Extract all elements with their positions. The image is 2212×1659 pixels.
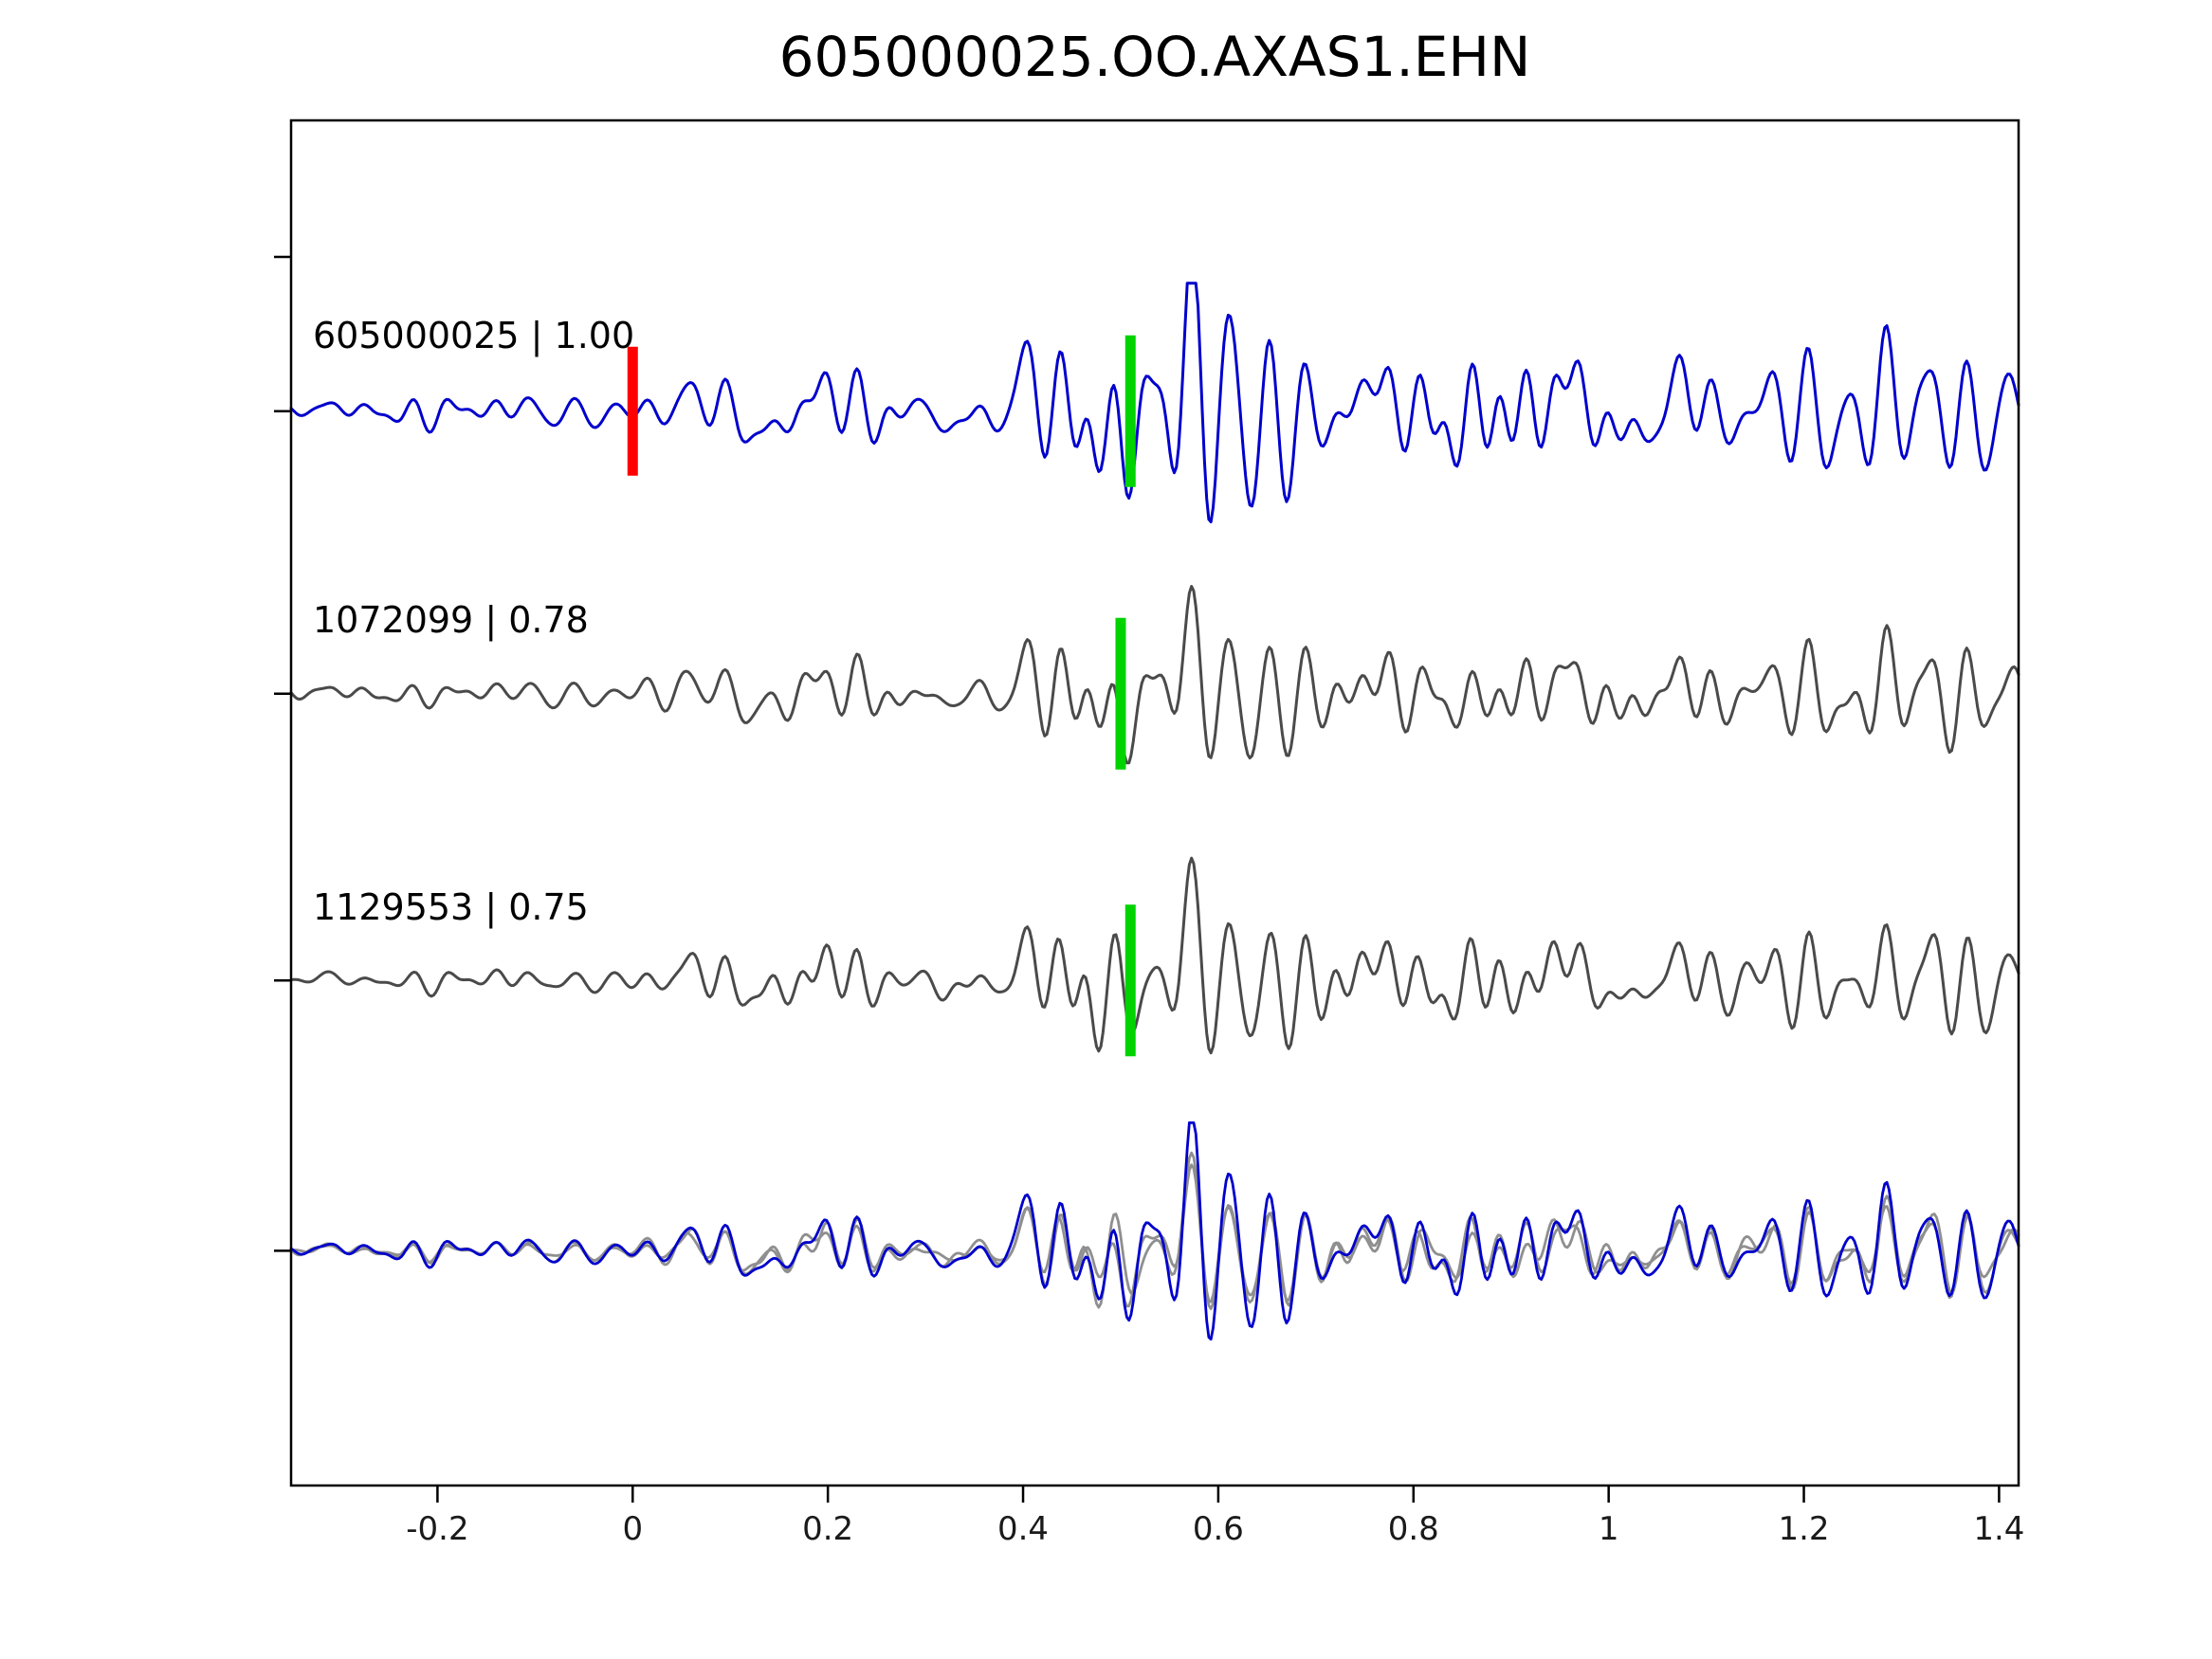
overlay-trace-1129553 — [289, 1151, 2020, 1310]
x-tick-label: 0.6 — [1192, 1510, 1244, 1548]
overlay-trace-1072099 — [289, 1163, 2020, 1308]
x-tick-label: 0.8 — [1387, 1510, 1439, 1548]
waveform-trace-1129553 — [289, 856, 2020, 1055]
plot-frame — [289, 118, 2020, 1487]
x-tick-label: 0 — [622, 1510, 644, 1548]
trace-label-match-2: 1129553 | 0.75 — [313, 886, 589, 928]
x-tick-label: 1 — [1598, 1510, 1619, 1548]
overlay-trace-605000025 — [289, 1121, 2020, 1341]
x-tick-label: 1.2 — [1778, 1510, 1830, 1548]
x-tick-label: -0.2 — [406, 1510, 469, 1548]
waveform-trace-605000025 — [289, 282, 2020, 523]
x-tick-label: 0.4 — [996, 1510, 1050, 1548]
waveform-trace-1072099 — [289, 585, 2020, 765]
x-tick-label: 0.2 — [802, 1510, 854, 1548]
trace-label-match-1: 1072099 | 0.78 — [313, 599, 589, 641]
x-tick-label: 1.4 — [1973, 1510, 2025, 1548]
trace-label-reference: 605000025 | 1.00 — [313, 315, 635, 356]
figure-title: 605000025.OO.AXAS1.EHN — [778, 25, 1531, 89]
